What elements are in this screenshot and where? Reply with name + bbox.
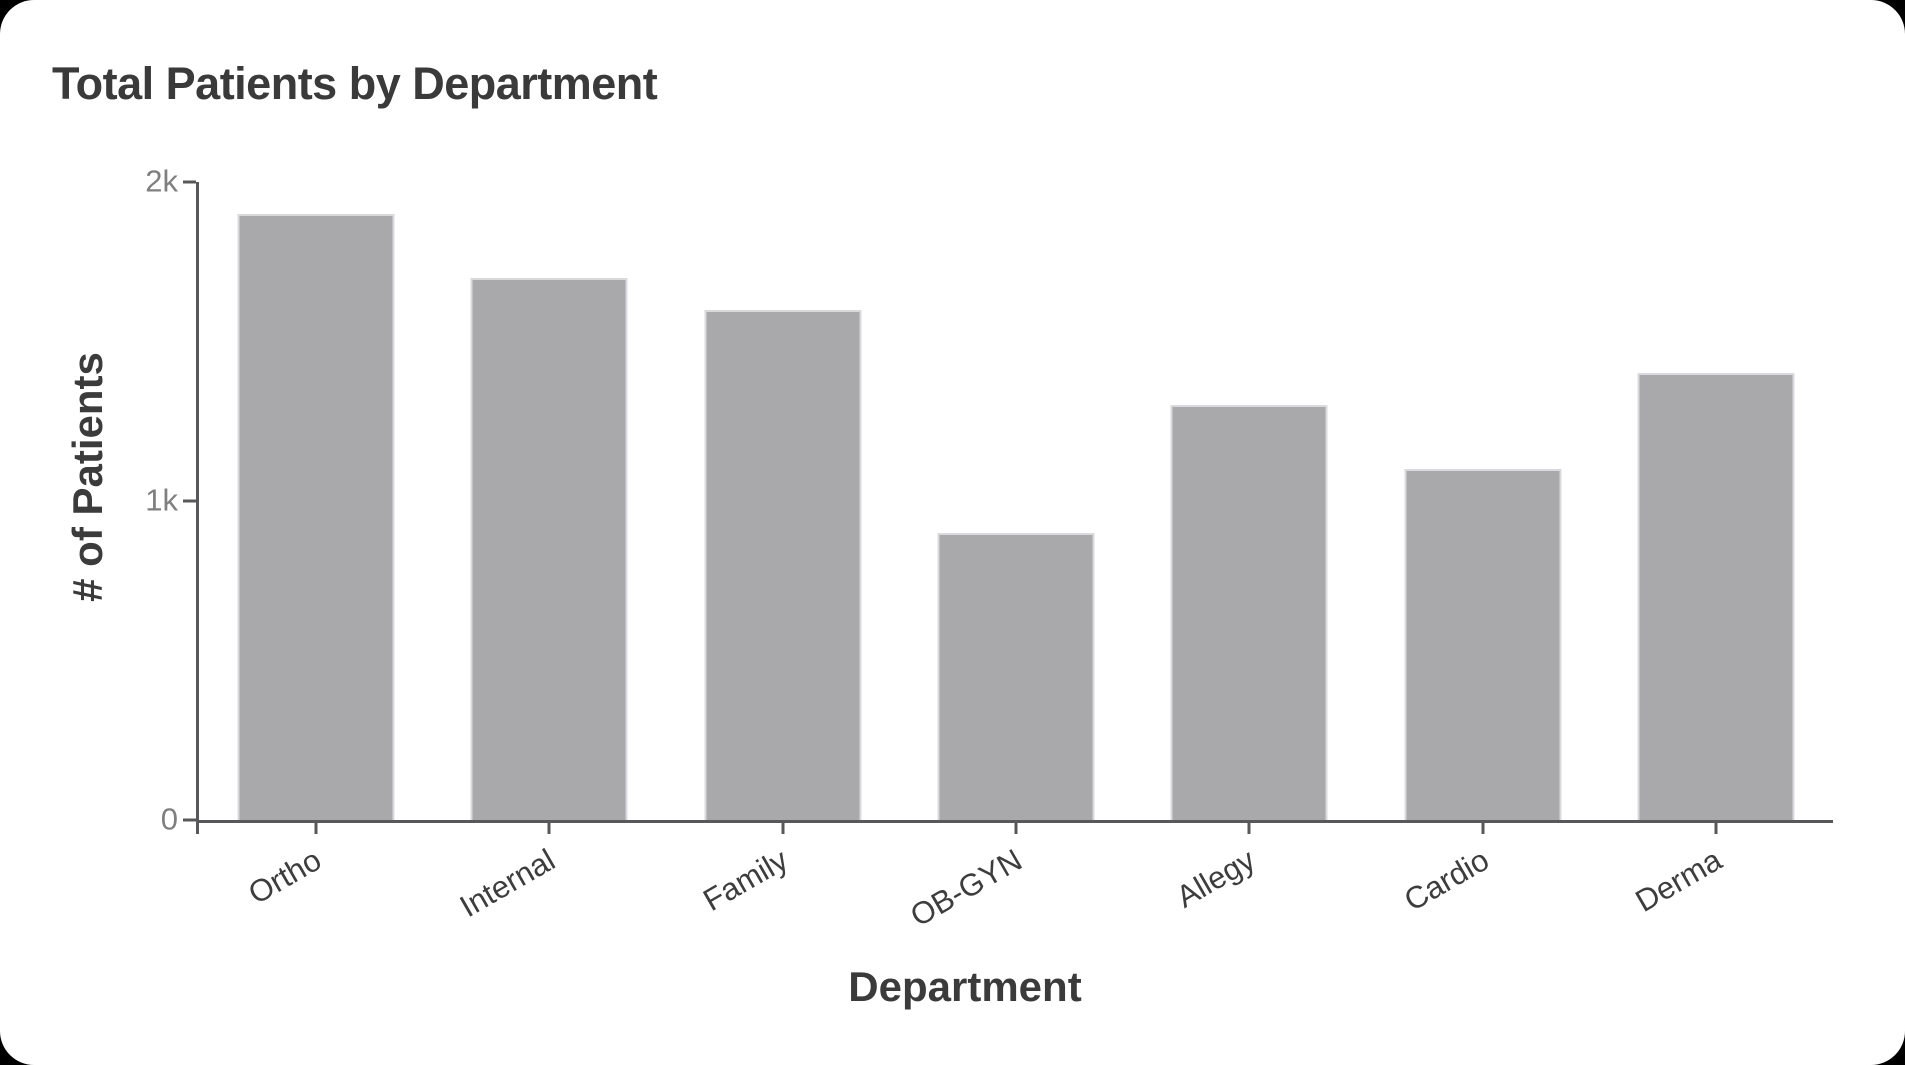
y-axis-tick <box>183 818 196 822</box>
bar-allegy <box>1170 405 1328 820</box>
bar-ortho <box>237 213 395 820</box>
chart-title: Total Patients by Department <box>52 58 658 109</box>
x-category-label: Allegy <box>1170 842 1261 915</box>
x-axis-tick <box>1014 820 1018 834</box>
x-axis-tick <box>314 820 318 834</box>
x-axis-tick <box>547 820 551 834</box>
y-axis-tick <box>183 180 196 184</box>
plot-area: 0 1k 2k Ortho Internal Family OB-GYN Allegy Card… <box>145 163 1833 933</box>
y-axis-tick-label: 2k <box>145 163 178 199</box>
x-axis-tick <box>1247 820 1251 834</box>
x-category-label: Family <box>697 842 795 918</box>
x-category-label: Ortho <box>242 842 328 912</box>
y-axis-tick-label: 0 <box>160 801 178 837</box>
y-axis-title: # of Patients <box>64 352 111 602</box>
bar-ob-gyn <box>937 532 1095 820</box>
y-axis-line-overshoot <box>196 820 199 834</box>
x-category-label: OB-GYN <box>904 842 1028 934</box>
x-axis-tick <box>1714 820 1718 834</box>
x-category-label: Cardio <box>1397 842 1495 918</box>
x-axis-tick <box>1481 820 1485 834</box>
y-axis-tick-label: 1k <box>145 482 178 518</box>
bar-derma <box>1637 373 1795 820</box>
y-axis-tick <box>183 499 196 503</box>
bar-cardio <box>1404 469 1562 820</box>
x-category-label: Internal <box>453 842 561 925</box>
bar-family <box>704 309 862 820</box>
bar-internal <box>470 277 628 820</box>
x-category-label: Derma <box>1629 842 1728 919</box>
x-axis-title: Department <box>848 963 1082 1010</box>
x-axis-tick <box>781 820 785 834</box>
